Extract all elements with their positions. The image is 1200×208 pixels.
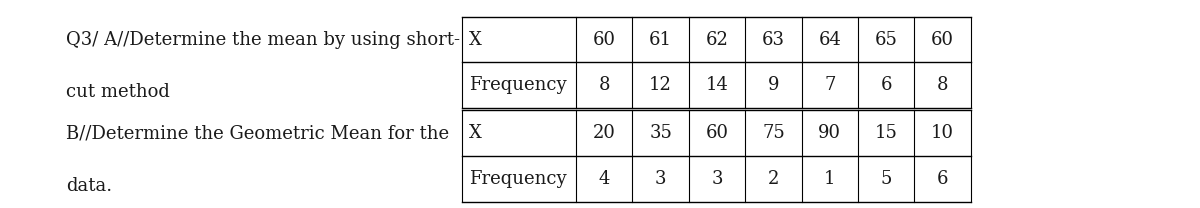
Text: 3: 3 <box>655 170 666 188</box>
Text: 63: 63 <box>762 31 785 48</box>
Text: 35: 35 <box>649 124 672 142</box>
Text: 61: 61 <box>649 31 672 48</box>
Text: 60: 60 <box>706 124 728 142</box>
Text: 65: 65 <box>875 31 898 48</box>
Text: 8: 8 <box>937 76 948 94</box>
Text: B//Determine the Geometric Mean for the: B//Determine the Geometric Mean for the <box>66 125 449 143</box>
Text: 60: 60 <box>931 31 954 48</box>
Text: 3: 3 <box>712 170 722 188</box>
Text: 20: 20 <box>593 124 616 142</box>
Text: 10: 10 <box>931 124 954 142</box>
Text: Frequency: Frequency <box>469 76 566 94</box>
Text: 6: 6 <box>881 76 892 94</box>
Text: Frequency: Frequency <box>469 170 566 188</box>
Text: X: X <box>469 124 481 142</box>
Text: 6: 6 <box>937 170 948 188</box>
Text: 62: 62 <box>706 31 728 48</box>
Text: 8: 8 <box>599 76 610 94</box>
Text: 1: 1 <box>824 170 835 188</box>
Text: 14: 14 <box>706 76 728 94</box>
Text: 2: 2 <box>768 170 779 188</box>
Text: 5: 5 <box>881 170 892 188</box>
Text: 12: 12 <box>649 76 672 94</box>
Text: Q3/ A//Determine the mean by using short-: Q3/ A//Determine the mean by using short… <box>66 31 460 49</box>
Text: 64: 64 <box>818 31 841 48</box>
Text: data.: data. <box>66 177 112 195</box>
Text: 60: 60 <box>593 31 616 48</box>
Text: 90: 90 <box>818 124 841 142</box>
Text: 75: 75 <box>762 124 785 142</box>
Text: 15: 15 <box>875 124 898 142</box>
Text: 9: 9 <box>768 76 779 94</box>
Text: cut method: cut method <box>66 83 170 101</box>
Text: X: X <box>469 31 481 48</box>
Text: 4: 4 <box>599 170 610 188</box>
Text: 7: 7 <box>824 76 835 94</box>
